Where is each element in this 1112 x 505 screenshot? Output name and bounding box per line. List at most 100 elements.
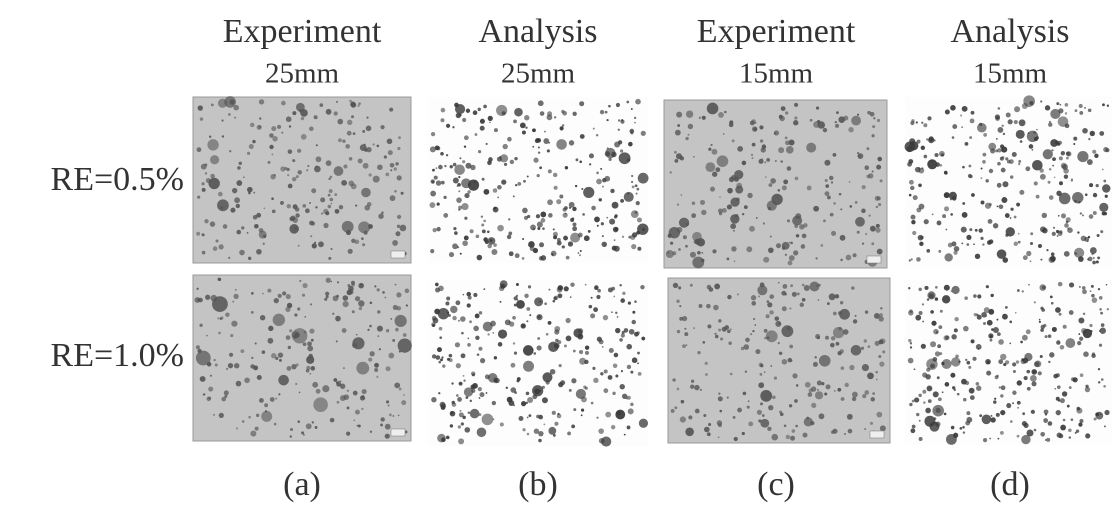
droplet <box>453 227 456 230</box>
droplet <box>235 289 237 291</box>
droplet <box>1088 108 1092 112</box>
droplet <box>370 351 375 356</box>
droplet <box>572 223 576 227</box>
droplet <box>951 286 959 294</box>
droplet <box>981 312 987 318</box>
droplet <box>963 326 969 332</box>
droplet <box>567 432 571 436</box>
droplet <box>1099 308 1102 311</box>
droplet <box>986 371 991 376</box>
droplet <box>505 319 511 325</box>
droplet <box>638 372 642 376</box>
droplet <box>612 202 619 209</box>
droplet <box>364 231 368 235</box>
droplet <box>857 114 859 116</box>
droplet <box>521 401 526 406</box>
droplet <box>542 397 548 403</box>
droplet <box>1066 221 1069 224</box>
droplet <box>700 200 705 205</box>
droplet <box>1040 168 1044 172</box>
droplet <box>250 123 254 127</box>
droplet <box>637 362 639 364</box>
droplet <box>909 259 911 261</box>
droplet <box>596 417 598 419</box>
droplet <box>680 194 682 196</box>
droplet <box>632 311 635 314</box>
droplet <box>515 184 517 186</box>
droplet <box>248 416 251 419</box>
droplet <box>292 159 295 162</box>
droplet <box>1020 140 1023 143</box>
droplet <box>795 177 799 181</box>
droplet <box>1059 104 1061 106</box>
droplet <box>571 424 575 428</box>
droplet <box>213 414 215 416</box>
droplet <box>514 296 518 300</box>
droplet <box>593 378 598 383</box>
droplet <box>1063 168 1069 174</box>
droplet <box>636 231 640 235</box>
droplet <box>271 154 273 156</box>
droplet <box>1085 193 1088 196</box>
droplet <box>988 143 996 151</box>
droplet <box>201 164 207 170</box>
droplet <box>727 330 731 334</box>
droplet <box>1005 234 1008 237</box>
droplet <box>1104 212 1107 215</box>
droplet <box>1045 439 1047 441</box>
droplet <box>532 349 534 351</box>
droplet <box>680 416 686 422</box>
droplet <box>364 144 366 146</box>
droplet <box>759 373 762 376</box>
droplet <box>1092 297 1098 303</box>
droplet <box>770 365 772 367</box>
droplet <box>789 404 792 407</box>
droplet <box>443 213 448 218</box>
droplet <box>440 152 444 156</box>
droplet <box>940 164 943 167</box>
droplet <box>343 164 347 168</box>
droplet <box>933 391 939 397</box>
droplet <box>1080 373 1084 377</box>
droplet <box>1090 247 1097 254</box>
droplet <box>937 376 940 379</box>
droplet <box>326 160 332 166</box>
droplet <box>1098 381 1100 383</box>
droplet <box>517 182 521 186</box>
droplet <box>1005 213 1010 218</box>
droplet <box>432 181 435 184</box>
droplet <box>1096 184 1099 187</box>
droplet <box>1079 337 1083 341</box>
droplet <box>985 203 991 209</box>
droplet <box>521 324 525 328</box>
droplet <box>401 192 404 195</box>
droplet <box>471 389 475 393</box>
droplet <box>392 339 395 342</box>
droplet <box>864 165 869 170</box>
droplet <box>922 372 927 377</box>
droplet <box>452 243 458 249</box>
droplet <box>1092 261 1096 265</box>
droplet <box>1049 352 1054 357</box>
droplet <box>840 208 842 210</box>
droplet <box>802 284 805 287</box>
droplet <box>491 249 497 255</box>
droplet <box>844 433 846 435</box>
droplet <box>800 303 804 307</box>
droplet <box>927 159 937 169</box>
droplet <box>598 428 604 434</box>
droplet <box>349 100 352 103</box>
droplet <box>385 424 391 430</box>
droplet <box>622 292 625 295</box>
droplet <box>576 158 579 161</box>
droplet <box>508 218 510 220</box>
droplet <box>868 214 870 216</box>
droplet <box>1025 166 1030 171</box>
droplet <box>209 135 211 137</box>
droplet <box>629 329 635 335</box>
droplet <box>373 143 375 145</box>
droplet <box>1042 213 1047 218</box>
droplet <box>499 156 501 158</box>
droplet <box>297 149 301 153</box>
droplet <box>864 428 866 430</box>
